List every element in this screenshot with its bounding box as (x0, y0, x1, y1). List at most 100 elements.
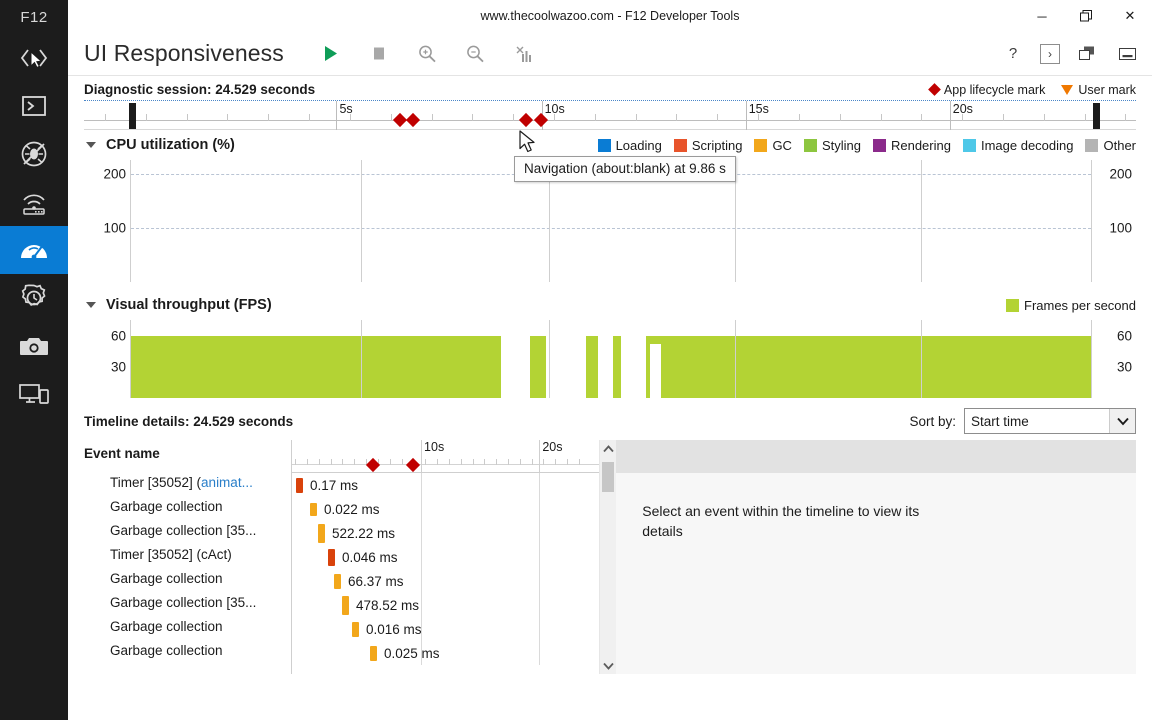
event-name-cell[interactable]: Timer [35052] (animat... (110, 474, 253, 490)
collapse-caret-icon[interactable] (86, 302, 96, 308)
event-duration-bar[interactable] (334, 573, 341, 589)
fps-axis-left: 60 30 (84, 320, 130, 398)
mouse-cursor (519, 130, 537, 160)
ruler-tick-label: 15s (748, 102, 769, 116)
table-row[interactable]: 522.22 ms (292, 521, 599, 545)
fps-drop (545, 335, 587, 398)
ui-responsiveness-icon (18, 237, 50, 263)
close-button[interactable]: ✕ (1124, 8, 1136, 23)
start-profiling-button[interactable] (318, 41, 344, 67)
event-duration-label: 0.17 ms (310, 477, 359, 493)
legend-label: Loading (615, 137, 662, 153)
legend-label: Frames per second (1024, 297, 1136, 313)
minimize-panel-button[interactable] (1114, 41, 1140, 67)
selection-handle-start[interactable] (129, 103, 137, 129)
page-title: UI Responsiveness (84, 40, 284, 66)
event-duration-bar[interactable] (296, 477, 303, 493)
event-name-cell[interactable]: Garbage collection [35... (110, 594, 257, 610)
rail-f12-label: F12 (20, 8, 48, 26)
ruler-minor-tick (186, 114, 188, 121)
scroll-up-button[interactable] (600, 440, 616, 457)
scroll-down-button[interactable] (600, 657, 616, 674)
table-row[interactable]: 0.022 ms (292, 497, 599, 521)
event-name-cell[interactable]: Timer [35052] (cAct) (110, 546, 232, 562)
event-name-link[interactable]: animat... (201, 474, 253, 490)
diagnostic-session-bar: Diagnostic session: 24.529 seconds App l… (68, 76, 1152, 97)
gridline-vertical (921, 320, 923, 398)
table-row[interactable]: 0.046 ms (292, 545, 599, 569)
minimize-button[interactable]: ─ (1037, 8, 1047, 24)
gridline-vertical (361, 320, 363, 398)
zoom-out-button[interactable] (462, 41, 488, 67)
ruler-major-tick (336, 101, 338, 130)
timeline-details-header: Timeline details: 24.529 seconds Sort by… (68, 398, 1152, 440)
chevron-down-icon[interactable] (1109, 409, 1135, 433)
axis-tick-label: 30 (110, 359, 126, 375)
fps-drop (597, 335, 613, 398)
sidebar-item-network[interactable] (0, 178, 68, 226)
sidebar-item-dom-explorer[interactable] (0, 34, 68, 82)
event-name-cell[interactable]: Garbage collection (110, 570, 223, 586)
sidebar-item-ui-responsiveness[interactable] (0, 226, 68, 274)
ruler-tick-label: 5s (339, 102, 353, 116)
event-duration-bar[interactable] (342, 595, 349, 615)
zoom-in-button[interactable] (414, 41, 440, 67)
sidebar-item-debugger[interactable] (0, 130, 68, 178)
event-duration-bar[interactable] (352, 621, 359, 637)
toggle-console-button[interactable]: › (1040, 43, 1060, 64)
event-duration-bar[interactable] (328, 548, 335, 566)
ruler-minor-tick (460, 459, 462, 465)
selection-handle-end[interactable] (1093, 103, 1101, 129)
event-duration-bar[interactable] (370, 645, 377, 661)
stop-profiling-button[interactable] (366, 41, 392, 67)
app-lifecycle-mark[interactable] (392, 112, 407, 128)
timeline-details-title: Timeline details: 24.529 seconds (84, 413, 294, 429)
app-lifecycle-mark[interactable] (406, 457, 421, 473)
ruler-minor-tick (567, 459, 569, 465)
app-lifecycle-mark[interactable] (518, 112, 533, 128)
sort-by-select[interactable]: Start time (964, 408, 1136, 434)
triangle-down-icon (1061, 84, 1074, 95)
sidebar-item-memory[interactable] (0, 322, 68, 370)
ruler-minor-tick (921, 114, 923, 121)
cpu-axis-left: 200 100 (84, 160, 130, 282)
axis-tick-label: 60 (1116, 328, 1132, 344)
sidebar-item-console[interactable] (0, 82, 68, 130)
event-name-cell[interactable]: Garbage collection (110, 498, 223, 514)
event-duration-bar[interactable] (310, 502, 317, 516)
dock-button[interactable] (1074, 41, 1100, 67)
details-timeline-ruler[interactable]: 10s 20s (292, 440, 600, 473)
table-row[interactable]: 0.025 ms (292, 641, 599, 665)
event-duration-bar[interactable] (318, 523, 325, 543)
event-name-cell[interactable]: Garbage collection (110, 618, 223, 634)
clear-session-button[interactable] (510, 41, 536, 67)
table-row[interactable]: 0.016 ms (292, 617, 599, 641)
ruler-minor-tick (513, 114, 515, 121)
window-controls: ─ ✕ (1020, 0, 1152, 32)
axis-tick-label: 30 (1116, 359, 1132, 375)
sort-by-value: Start time (971, 413, 1029, 429)
legend-user-mark: User mark (1061, 83, 1136, 97)
tool-header-right: ? › (1000, 41, 1152, 67)
restore-button[interactable] (1064, 0, 1108, 32)
table-row[interactable]: 478.52 ms (292, 593, 599, 617)
session-timeline-ruler[interactable]: 5s 10s 15s 20s (84, 100, 1136, 130)
sort-by-label: Sort by: (909, 413, 956, 429)
gridline-vertical (548, 320, 550, 398)
help-button[interactable]: ? (1008, 45, 1018, 62)
event-list-scrollbar[interactable] (599, 440, 617, 674)
fps-plot-area[interactable] (130, 320, 1092, 398)
sidebar-item-profiler[interactable] (0, 274, 68, 322)
ruler-minor-tick (330, 459, 332, 465)
table-row[interactable]: 66.37 ms (292, 569, 599, 593)
minimize-panel-icon (1118, 47, 1136, 60)
network-icon (18, 188, 50, 216)
app-lifecycle-mark[interactable] (406, 112, 421, 128)
legend-item-frames-per-second: Frames per second (1006, 298, 1136, 313)
table-row[interactable]: 0.17 ms (292, 473, 599, 497)
scrollbar-thumb[interactable] (602, 462, 615, 492)
collapse-caret-icon[interactable] (86, 142, 96, 148)
event-name-cell[interactable]: Garbage collection [35... (110, 522, 257, 538)
sidebar-item-emulation[interactable] (0, 370, 68, 418)
event-name-cell[interactable]: Garbage collection (110, 642, 223, 658)
